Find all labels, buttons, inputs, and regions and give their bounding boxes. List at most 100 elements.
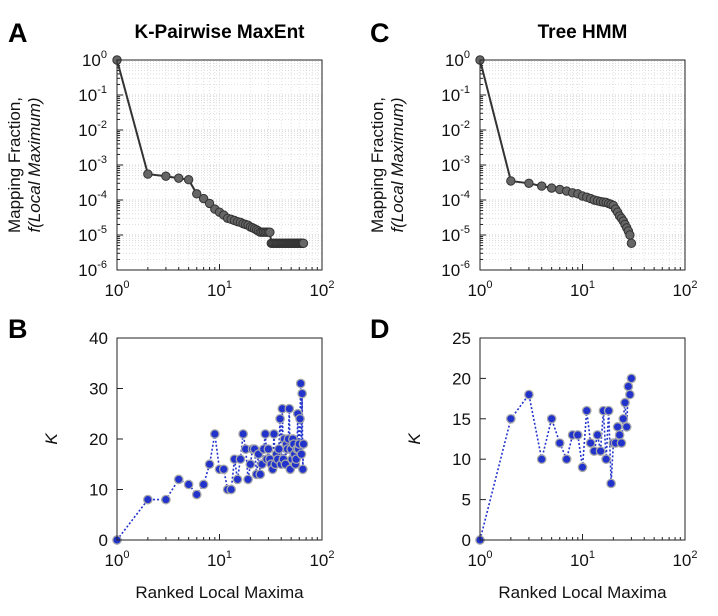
panel-d-chart: 0 5 10 15 20 25 100 101 102 K Ranked Local Maxima (405, 329, 698, 602)
panel-d-plot-area (480, 338, 685, 540)
panel-d-y-tick-label: 10 (452, 450, 471, 469)
panel-a-data-point (204, 198, 215, 209)
panel-d-x-tick-label: 102 (672, 549, 697, 570)
panel-c-y-label-line2: f(Local Maximum) (388, 97, 407, 232)
panel-b-y-tick-label: 40 (89, 329, 108, 348)
panel-c-x-tick-label: 100 (467, 279, 492, 300)
panel-b-data-point (198, 479, 209, 490)
panel-b-data-point (295, 413, 305, 424)
panel-b-data-point (243, 474, 253, 485)
panel-d-x-tick-label: 100 (467, 549, 492, 570)
panel-d-data-point (625, 389, 635, 400)
panel-d-data-point (616, 438, 627, 448)
panel-b-data-point (143, 494, 153, 505)
panel-a-x-tick-label: 101 (207, 279, 232, 300)
panel-a-y-tick-label: 10-4 (78, 189, 107, 210)
panel-c-y-tick-label: 10-6 (441, 259, 470, 280)
panel-a-data-point (192, 189, 202, 199)
panel-b-data-point (255, 469, 266, 480)
panel-c-y-tick-label: 100 (445, 49, 470, 70)
panel-label-b: B (8, 314, 28, 344)
panel-a-y-tick-label: 100 (82, 49, 107, 70)
panel-c-y-tick-label: 10-1 (441, 84, 470, 105)
panel-b-data-point (173, 474, 184, 485)
panel-b-data-point (204, 459, 215, 470)
panel-c-data-point (626, 238, 637, 248)
panel-d-data-point (606, 478, 616, 489)
panel-c-data-point (546, 183, 557, 193)
panel-d-y-tick-label: 20 (452, 369, 471, 388)
panel-d-y-label: K (405, 433, 424, 445)
panel-a-y-tick-label: 10-3 (78, 154, 107, 175)
panel-label-a: A (8, 18, 28, 48)
panel-b-data-point (226, 484, 237, 495)
panel-b-data-point (274, 444, 284, 454)
panel-a-data-point (183, 175, 194, 185)
panel-d-data-point (592, 430, 603, 440)
panel-b-chart: 0 10 20 30 40 100 101 102 K Ranked Local Maxima (42, 329, 335, 602)
panel-c-y-tick-label: 10-5 (441, 224, 470, 245)
panel-d-x-tick-label: 101 (570, 549, 595, 570)
panel-b-data-point (238, 429, 248, 439)
panel-d-x-label: Ranked Local Maxima (498, 583, 667, 602)
panel-d-data-point (621, 422, 632, 432)
panel-d-data-point (614, 430, 625, 440)
panel-c-data-point (524, 178, 534, 189)
panel-a-title: K-Pairwise MaxEnt (135, 22, 306, 43)
panel-c-title: Tree HMM (538, 22, 628, 43)
panel-b-data-point (161, 494, 171, 505)
panel-c-x-tick-label: 102 (672, 279, 697, 300)
panel-d-data-point (601, 454, 611, 465)
panel-d-data-point (620, 397, 630, 408)
panel-b-data-point (209, 429, 220, 439)
panel-d-data-point (572, 430, 583, 440)
panel-d-data-point (536, 454, 547, 465)
panel-b-y-tick-label: 30 (89, 380, 108, 399)
panel-b-axes-box (116, 337, 323, 541)
panel-c-x-tick-label: 101 (570, 279, 595, 300)
panel-b-x-tick-label: 101 (207, 549, 232, 570)
panel-a-data-point (265, 227, 275, 237)
panel-b-x-label: Ranked Local Maxima (135, 583, 304, 602)
panel-a-axes-box (116, 59, 323, 271)
panel-c-data-point (537, 181, 547, 191)
panel-a-data-point (298, 238, 309, 248)
panel-d-data-point (618, 413, 629, 424)
panel-a-y-tick-label: 10-6 (78, 259, 107, 280)
panel-d-y-tick-label: 0 (462, 531, 471, 550)
panel-d-y-tick-label: 25 (452, 329, 471, 348)
panel-d-data-point (561, 454, 572, 465)
panel-c-axes-box (479, 59, 686, 271)
panel-d-data-point (577, 462, 588, 473)
panel-a-x-tick-label: 102 (309, 279, 334, 300)
panel-d-data-point (626, 373, 637, 384)
panel-b-data-point (275, 413, 285, 424)
panel-a-data-point (143, 169, 153, 179)
panel-c-y-tick-label: 10-4 (441, 189, 470, 210)
panel-b-data-point (191, 489, 202, 500)
panel-d-data-point (585, 438, 596, 448)
panel-d-data-point (554, 438, 565, 448)
panel-a-y-tick-label: 10-5 (78, 224, 107, 245)
panel-c-y-tick-label: 10-2 (441, 119, 470, 140)
panel-b-data-point (218, 464, 229, 475)
panel-b-x-tick-label: 102 (309, 549, 334, 570)
panel-b-data-point (263, 444, 274, 454)
panel-d-y-tick-label: 5 (462, 491, 471, 510)
panel-b-x-tick-label: 100 (104, 549, 129, 570)
panel-a-data-point (174, 173, 184, 183)
panel-d-y-tick-label: 15 (452, 410, 471, 429)
panel-b-data-point (297, 388, 307, 399)
panel-d-data-point (603, 405, 614, 416)
panel-label-d: D (370, 314, 390, 344)
panel-b-data-point (232, 474, 243, 485)
panel-b-data-point (183, 479, 194, 490)
panel-b-y-tick-label: 0 (99, 531, 108, 550)
panel-d-data-point (595, 446, 606, 456)
panel-b-data-point (297, 464, 308, 475)
panel-a-y-label-line1: Mapping Fraction, (5, 97, 24, 233)
panel-d-data-point (623, 381, 634, 392)
panel-label-c: C (370, 18, 390, 48)
